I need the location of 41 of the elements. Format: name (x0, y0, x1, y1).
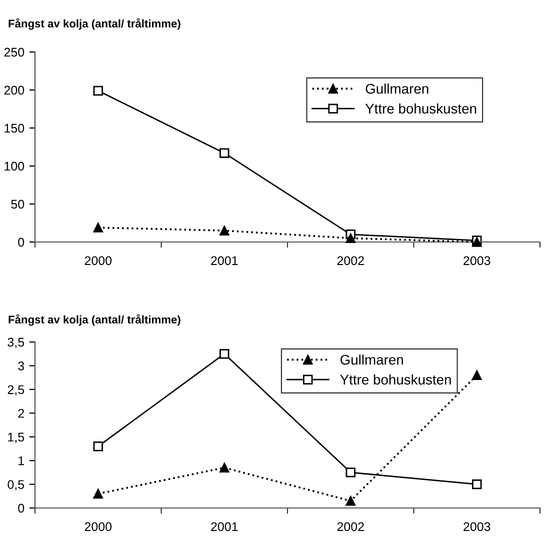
point (220, 226, 230, 236)
point (346, 496, 356, 506)
point (93, 86, 103, 96)
x-tick-label: 2002 (337, 256, 364, 266)
x-tick-label: 2003 (464, 522, 490, 532)
point (346, 468, 356, 478)
y-tick-label: 1 (18, 456, 24, 466)
point (220, 348, 230, 359)
y-tick-label: 50 (11, 200, 24, 209)
x-tick-label: 2001 (211, 256, 238, 266)
y-tick-label: 0,5 (8, 480, 24, 490)
y-tick-label: 3,5 (8, 338, 24, 348)
point (93, 222, 103, 232)
chart-title: Fångst av kolja (antal/ tråltimme) (8, 314, 180, 326)
y-tick-label: 2 (18, 408, 24, 418)
y-tick-label: 250 (4, 48, 24, 57)
chart-title: Fångst av kolja (antal/ tråltimme) (8, 18, 180, 30)
point (346, 233, 356, 244)
legend-label: Yttre bohuskusten (340, 374, 451, 385)
x-tick-label: 2002 (337, 522, 364, 532)
legend-label: Gullmaren (366, 84, 428, 94)
point (472, 479, 482, 490)
y-tick-label: 200 (4, 86, 24, 95)
y-tick-label: 0 (18, 238, 24, 247)
point (93, 441, 103, 452)
point (220, 462, 230, 473)
y-tick-label: 150 (4, 124, 24, 133)
y-tick-label: 2,5 (8, 385, 24, 396)
x-tick-label: 2000 (84, 256, 112, 266)
y-tick-label: 3 (18, 362, 24, 370)
legend-label: Yttre bohuskusten (365, 103, 476, 114)
y-tick-label: 0 (18, 504, 24, 513)
x-tick-label: 2003 (464, 256, 490, 266)
legend-label: Gullmaren (340, 354, 403, 365)
point (472, 370, 482, 380)
y-tick-label: 1,5 (8, 432, 24, 443)
y-tick-label: 100 (4, 162, 24, 171)
point (93, 488, 103, 499)
x-tick-label: 2000 (84, 522, 112, 532)
x-tick-label: 2001 (211, 522, 238, 532)
point (220, 148, 230, 158)
